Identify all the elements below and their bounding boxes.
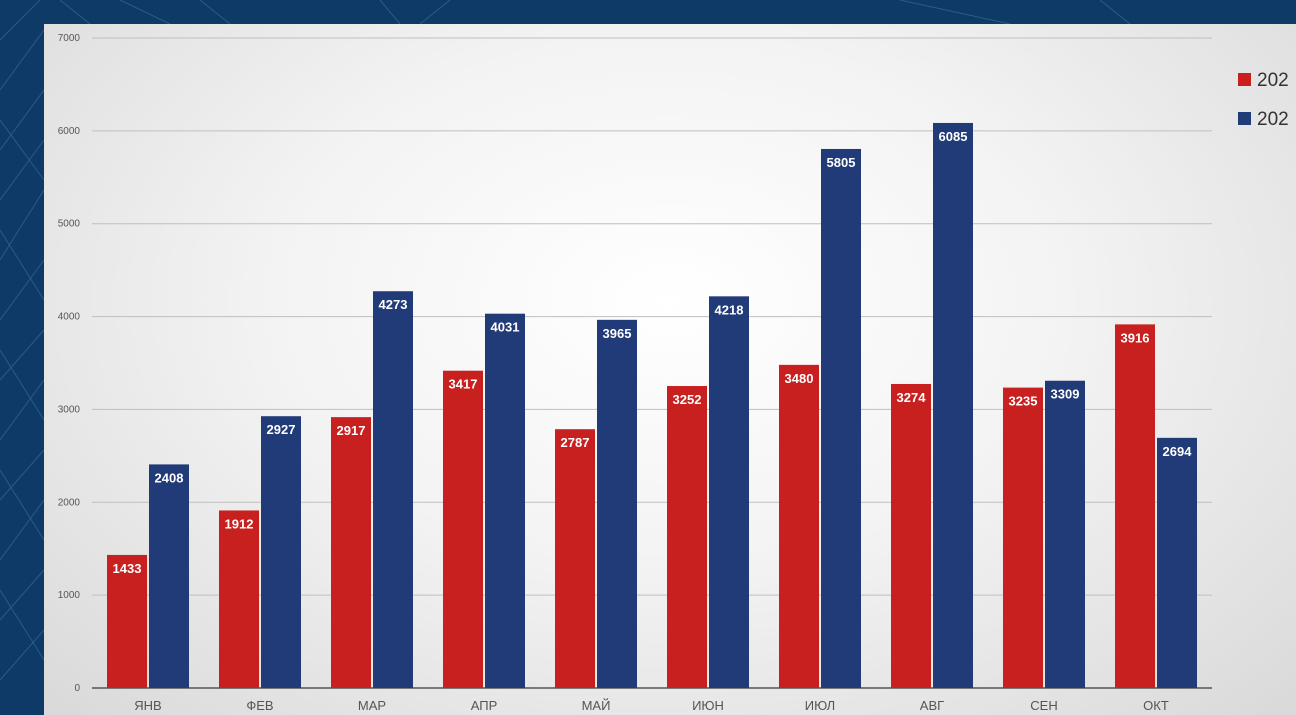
data-labels: 1433 2408 1912 2927 2917 4273 3417 4031 2787 3965… — [113, 129, 1193, 576]
bar-value-label: 1433 — [113, 561, 142, 576]
bar-series-2 — [1157, 437, 1197, 688]
bar-series-2 — [709, 296, 749, 688]
bar-value-label: 3274 — [897, 390, 927, 405]
bar-value-label: 2927 — [267, 422, 296, 437]
bar-value-label: 3417 — [449, 377, 478, 392]
bar-series-2 — [597, 319, 637, 688]
bar-series-1 — [219, 510, 259, 688]
y-tick-label: 7000 — [58, 33, 81, 44]
bar-value-label: 1912 — [225, 516, 254, 531]
legend-label-1: 202 — [1257, 70, 1289, 91]
bar-series-1 — [1115, 324, 1155, 688]
bar-series-2 — [485, 313, 525, 688]
y-axis-ticks: 0 1000 2000 3000 4000 5000 6000 7000 — [58, 33, 81, 694]
x-category-label: ЯНВ — [134, 698, 161, 713]
bar-value-label: 3965 — [603, 326, 632, 341]
bar-value-label: 6085 — [939, 129, 968, 144]
bar-value-label: 3916 — [1121, 330, 1150, 345]
bar-value-label: 3309 — [1051, 387, 1080, 402]
y-tick-label: 0 — [74, 683, 80, 694]
x-category-label: АВГ — [920, 698, 944, 713]
x-category-label: АПР — [471, 698, 498, 713]
y-tick-label: 2000 — [58, 497, 81, 508]
bar-value-label: 2787 — [561, 435, 590, 450]
bar-value-label: 5805 — [827, 155, 856, 170]
bars — [107, 122, 1197, 688]
y-tick-label: 6000 — [58, 126, 81, 137]
bar-series-1 — [331, 417, 371, 688]
bar-value-label: 2408 — [155, 470, 184, 485]
bar-series-1 — [891, 383, 931, 688]
x-category-label: МАЙ — [582, 698, 611, 713]
bar-series-2 — [261, 416, 301, 688]
x-category-label: ИЮН — [692, 698, 724, 713]
bar-series-2 — [373, 291, 413, 688]
legend: 202 202 — [1238, 70, 1289, 130]
bar-value-label: 4031 — [491, 320, 520, 335]
bar-series-1 — [1003, 387, 1043, 688]
bar-value-label: 3480 — [785, 371, 814, 386]
x-category-label: МАР — [358, 698, 386, 713]
bar-series-2 — [933, 122, 973, 688]
x-category-label: ИЮЛ — [805, 698, 835, 713]
y-tick-label: 5000 — [58, 219, 81, 230]
bar-series-1 — [555, 429, 595, 688]
bar-value-label: 3252 — [673, 392, 702, 407]
y-tick-label: 1000 — [58, 590, 81, 601]
x-axis-categories: ЯНВ ФЕВ МАР АПР МАЙ ИЮН ИЮЛ АВГ СЕН ОКТ — [134, 698, 1169, 713]
x-category-label: ФЕВ — [246, 698, 273, 713]
legend-swatch-1 — [1238, 73, 1251, 86]
x-category-label: СЕН — [1030, 698, 1057, 713]
y-tick-label: 3000 — [58, 404, 81, 415]
bar-value-label: 2694 — [1163, 444, 1193, 459]
gridlines — [92, 37, 1212, 689]
bar-value-label: 3235 — [1009, 394, 1038, 409]
bar-series-2 — [149, 464, 189, 688]
bar-series-1 — [667, 386, 707, 688]
bar-series-2 — [1045, 380, 1085, 688]
bar-series-1 — [779, 364, 819, 688]
bar-value-label: 4273 — [379, 297, 408, 312]
x-category-label: ОКТ — [1143, 698, 1169, 713]
legend-label-2: 202 — [1257, 109, 1289, 130]
bar-series-2 — [821, 148, 861, 688]
y-tick-label: 4000 — [58, 312, 81, 323]
bar-series-1 — [443, 370, 483, 688]
bar-value-label: 2917 — [337, 423, 366, 438]
bar-value-label: 4218 — [715, 302, 744, 317]
bar-series-1 — [107, 554, 147, 688]
legend-swatch-2 — [1238, 112, 1251, 125]
